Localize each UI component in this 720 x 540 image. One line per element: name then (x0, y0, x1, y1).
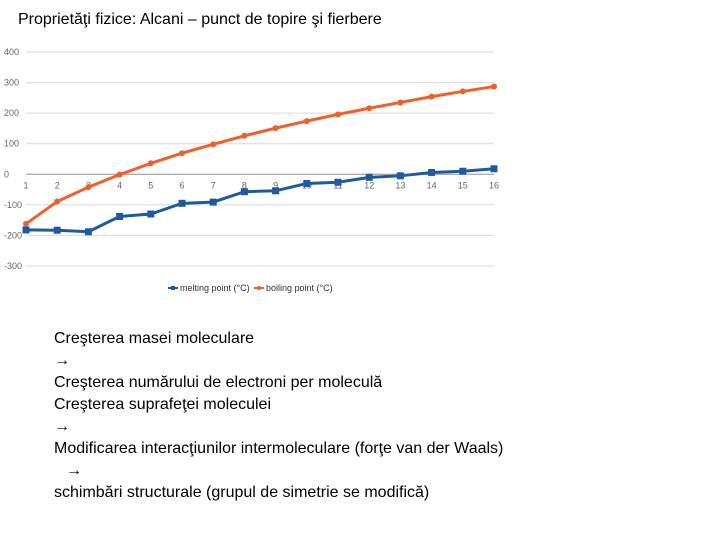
data-point (116, 212, 124, 220)
data-point (23, 220, 29, 227)
data-point (396, 172, 404, 180)
y-tick-label: -300 (4, 261, 22, 271)
chart: 4003002001000-100-200-300123456789101112… (0, 42, 500, 302)
x-tick-label: 9 (273, 180, 278, 190)
x-tick-label: 12 (364, 180, 374, 190)
data-point (240, 188, 248, 196)
y-tick-label: 100 (4, 139, 19, 149)
data-point (116, 171, 123, 178)
data-point (54, 198, 61, 205)
legend-marker (171, 286, 175, 290)
x-tick-label: 1 (23, 180, 28, 190)
y-tick-label: -100 (4, 200, 22, 210)
y-tick-label: -200 (4, 230, 22, 240)
legend-label: melting point (°C) (180, 283, 250, 293)
y-tick-label: 200 (4, 108, 19, 118)
data-point (397, 99, 404, 106)
data-point (303, 118, 310, 125)
x-tick-label: 14 (427, 180, 437, 190)
arrow-3: → (66, 462, 82, 479)
arrow-2: → (54, 418, 70, 435)
legend-marker (257, 286, 261, 290)
x-tick-label: 7 (211, 180, 216, 190)
body-text: Creşterea masei moleculare → Creşterea n… (54, 328, 694, 504)
data-point (272, 125, 279, 132)
series-line-1 (25, 85, 495, 226)
data-point (428, 93, 435, 100)
line-electrons: Creşterea numărului de electroni per mol… (54, 374, 383, 391)
data-point (459, 167, 467, 175)
data-point (303, 179, 311, 187)
data-point (209, 198, 217, 206)
data-point (147, 160, 154, 167)
data-point (428, 168, 436, 176)
data-point (335, 111, 341, 118)
arrow-1: → (54, 352, 70, 369)
x-tick-label: 6 (179, 180, 184, 190)
series-line-0 (25, 167, 495, 234)
data-point (22, 226, 30, 234)
x-tick-label: 15 (458, 180, 468, 190)
data-point (490, 165, 498, 173)
data-point (147, 210, 155, 218)
x-tick-label: 2 (55, 180, 60, 190)
data-point (334, 178, 342, 186)
y-tick-label: 300 (4, 78, 19, 88)
y-tick-label: 0 (4, 169, 9, 179)
data-point (365, 173, 373, 181)
x-tick-label: 4 (117, 180, 122, 190)
data-point (84, 228, 92, 236)
slide-title: Proprietăţi fizice: Alcani – punct de to… (18, 11, 382, 28)
x-tick-label: 16 (489, 180, 499, 190)
y-tick-label: 400 (4, 47, 19, 57)
data-point (179, 150, 185, 157)
x-tick-label: 5 (148, 180, 153, 190)
chart-svg: 4003002001000-100-200-300123456789101112… (4, 47, 499, 293)
data-point (85, 184, 92, 191)
line-molecular-mass: Creşterea masei moleculare (54, 330, 255, 347)
data-point (210, 141, 217, 148)
data-point (178, 199, 186, 207)
data-point (241, 132, 248, 139)
x-tick-label: 8 (242, 180, 247, 190)
x-tick-label: 13 (395, 180, 405, 190)
data-point (53, 226, 61, 234)
data-point (491, 83, 497, 90)
legend-label: boiling point (°C) (266, 283, 333, 293)
line-structural: schimbări structurale (grupul de simetri… (54, 484, 430, 501)
data-point (272, 187, 280, 195)
data-point (366, 105, 373, 112)
line-interactions: Modificarea interacţiunilor intermolecul… (54, 440, 504, 457)
line-surface: Creşterea suprafeţei moleculei (54, 396, 271, 413)
data-point (459, 88, 466, 95)
